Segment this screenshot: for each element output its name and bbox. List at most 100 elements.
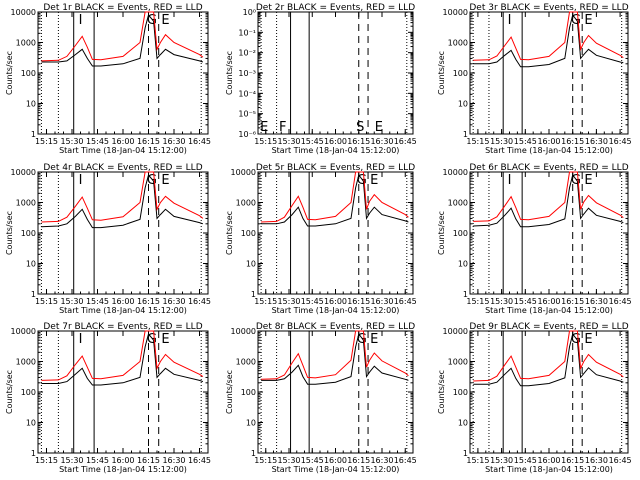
y-tick-label: 10000 (443, 8, 468, 17)
x-tick-label: 16:30 (585, 137, 608, 146)
x-tick-label: 15:45 (301, 456, 324, 465)
interval-letter: G (571, 13, 581, 28)
x-axis-label: Start Time (18-Jan-04 15:12:00) (59, 306, 187, 315)
interval-letter: E (584, 173, 592, 188)
x-tick-label: 15:30 (277, 456, 300, 465)
interval-letter: I (508, 173, 512, 188)
interval-letter: E (161, 13, 169, 28)
series-line-events (41, 13, 204, 67)
x-tick-label: 16:15 (137, 137, 160, 146)
interval-letter: I (79, 332, 83, 347)
x-tick-label: 16:30 (370, 456, 393, 465)
interval-letter: E (260, 120, 268, 135)
x-tick-label: 15:45 (514, 456, 537, 465)
x-tick-label: 15:30 (490, 456, 513, 465)
x-tick-label: 16:30 (162, 297, 185, 306)
y-tick-label: 1 (463, 449, 468, 458)
y-tick-label: 10⁻⁵ (238, 110, 256, 119)
x-tick-label: 16:45 (188, 297, 211, 306)
y-tick-label: 1 (463, 130, 468, 139)
series-line-lld (261, 171, 409, 223)
panel-title: Det 4r BLACK = Events, RED = LLD (43, 163, 202, 173)
x-tick-label: 16:00 (537, 137, 560, 146)
y-tick-label: 100 (21, 229, 36, 238)
x-axis-label: Start Time (18-Jan-04 15:12:00) (485, 146, 613, 155)
interval-letter: G (571, 173, 581, 188)
y-tick-label: 1 (31, 130, 36, 139)
series-line-events (41, 332, 204, 386)
interval-letter: E (370, 173, 378, 188)
x-axis-label: Start Time (18-Jan-04 15:12:00) (59, 465, 187, 474)
y-tick-label: 1000 (236, 358, 256, 367)
x-axis-label: Start Time (18-Jan-04 15:12:00) (272, 306, 400, 315)
x-tick-label: 15:15 (254, 137, 277, 146)
x-tick-label: 16:00 (537, 297, 560, 306)
panel-title: Det 6r BLACK = Events, RED = LLD (469, 163, 628, 173)
y-axis-label: Counts/sec (437, 370, 446, 414)
x-tick-label: 15:30 (60, 297, 83, 306)
x-tick-label: 16:15 (137, 297, 160, 306)
y-tick-label: 100 (21, 388, 36, 397)
interval-letter: E (584, 332, 592, 347)
x-tick-label: 15:15 (35, 137, 58, 146)
x-tick-label: 16:00 (324, 297, 347, 306)
x-tick-label: 16:30 (370, 297, 393, 306)
x-tick-label: 16:45 (188, 456, 211, 465)
y-axis-label: Counts/sec (437, 51, 446, 95)
y-tick-label: 10 (458, 419, 468, 428)
x-tick-label: 15:15 (466, 456, 489, 465)
x-tick-label: 16:30 (585, 297, 608, 306)
series-line-lld (41, 171, 204, 223)
y-tick-label: 1000 (236, 199, 256, 208)
y-tick-label: 10⁻⁶ (238, 130, 256, 139)
x-tick-label: 16:15 (347, 137, 370, 146)
y-tick-label: 1 (31, 290, 36, 299)
interval-letter: S (356, 120, 364, 135)
interval-letter: I (79, 173, 83, 188)
panel-title: Det 7r BLACK = Events, RED = LLD (43, 322, 202, 332)
interval-letter: I (508, 13, 512, 28)
y-tick-label: 10000 (11, 8, 36, 17)
x-tick-label: 15:15 (35, 297, 58, 306)
panel-det-3: Det 3r BLACK = Events, RED = LLD 1 10 100 10… (437, 3, 632, 155)
plot-frame (469, 171, 629, 295)
y-tick-label: 100 (241, 229, 256, 238)
x-tick-label: 16:30 (162, 456, 185, 465)
interval-letter: G (357, 332, 367, 347)
x-tick-label: 15:45 (301, 297, 324, 306)
y-axis-label: Counts/sec (5, 370, 14, 414)
series-line-lld (473, 330, 624, 382)
y-tick-label: 10⁻² (238, 49, 256, 58)
x-tick-label: 15:30 (277, 137, 300, 146)
y-tick-label: 10 (26, 419, 36, 428)
x-tick-label: 16:30 (162, 137, 185, 146)
y-tick-label: 10 (246, 260, 256, 269)
y-tick-label: 1000 (16, 358, 36, 367)
series-line-events (473, 173, 624, 228)
interval-letter: E (584, 13, 592, 28)
x-axis-label: Start Time (18-Jan-04 15:12:00) (272, 465, 400, 474)
y-tick-label: 10 (246, 419, 256, 428)
x-tick-label: 15:30 (60, 137, 83, 146)
y-axis-label: Counts/sec (225, 51, 234, 95)
x-tick-label: 15:45 (514, 297, 537, 306)
y-axis-label: Counts/sec (225, 370, 234, 414)
x-tick-label: 16:45 (609, 456, 632, 465)
x-tick-label: 15:15 (254, 456, 277, 465)
y-tick-label: 10000 (11, 168, 36, 177)
y-tick-label: 1000 (448, 358, 468, 367)
series-line-events (473, 13, 624, 68)
x-tick-label: 15:45 (86, 137, 109, 146)
x-tick-label: 16:45 (609, 297, 632, 306)
y-axis-label: Counts/sec (225, 211, 234, 255)
x-tick-label: 15:30 (60, 456, 83, 465)
x-tick-label: 15:45 (301, 137, 324, 146)
series-line-lld (473, 171, 624, 222)
panel-det-5: Det 5r BLACK = Events, RED = LLD 1 10 100 10… (225, 163, 417, 315)
panel-title: Det 2r BLACK = Events, RED = LLD (256, 3, 415, 13)
x-tick-label: 16:15 (137, 456, 160, 465)
panel-title: Det 9r BLACK = Events, RED = LLD (469, 322, 628, 332)
y-tick-label: 10 (26, 260, 36, 269)
y-tick-label: 100 (21, 69, 36, 78)
x-tick-label: 16:15 (561, 137, 584, 146)
